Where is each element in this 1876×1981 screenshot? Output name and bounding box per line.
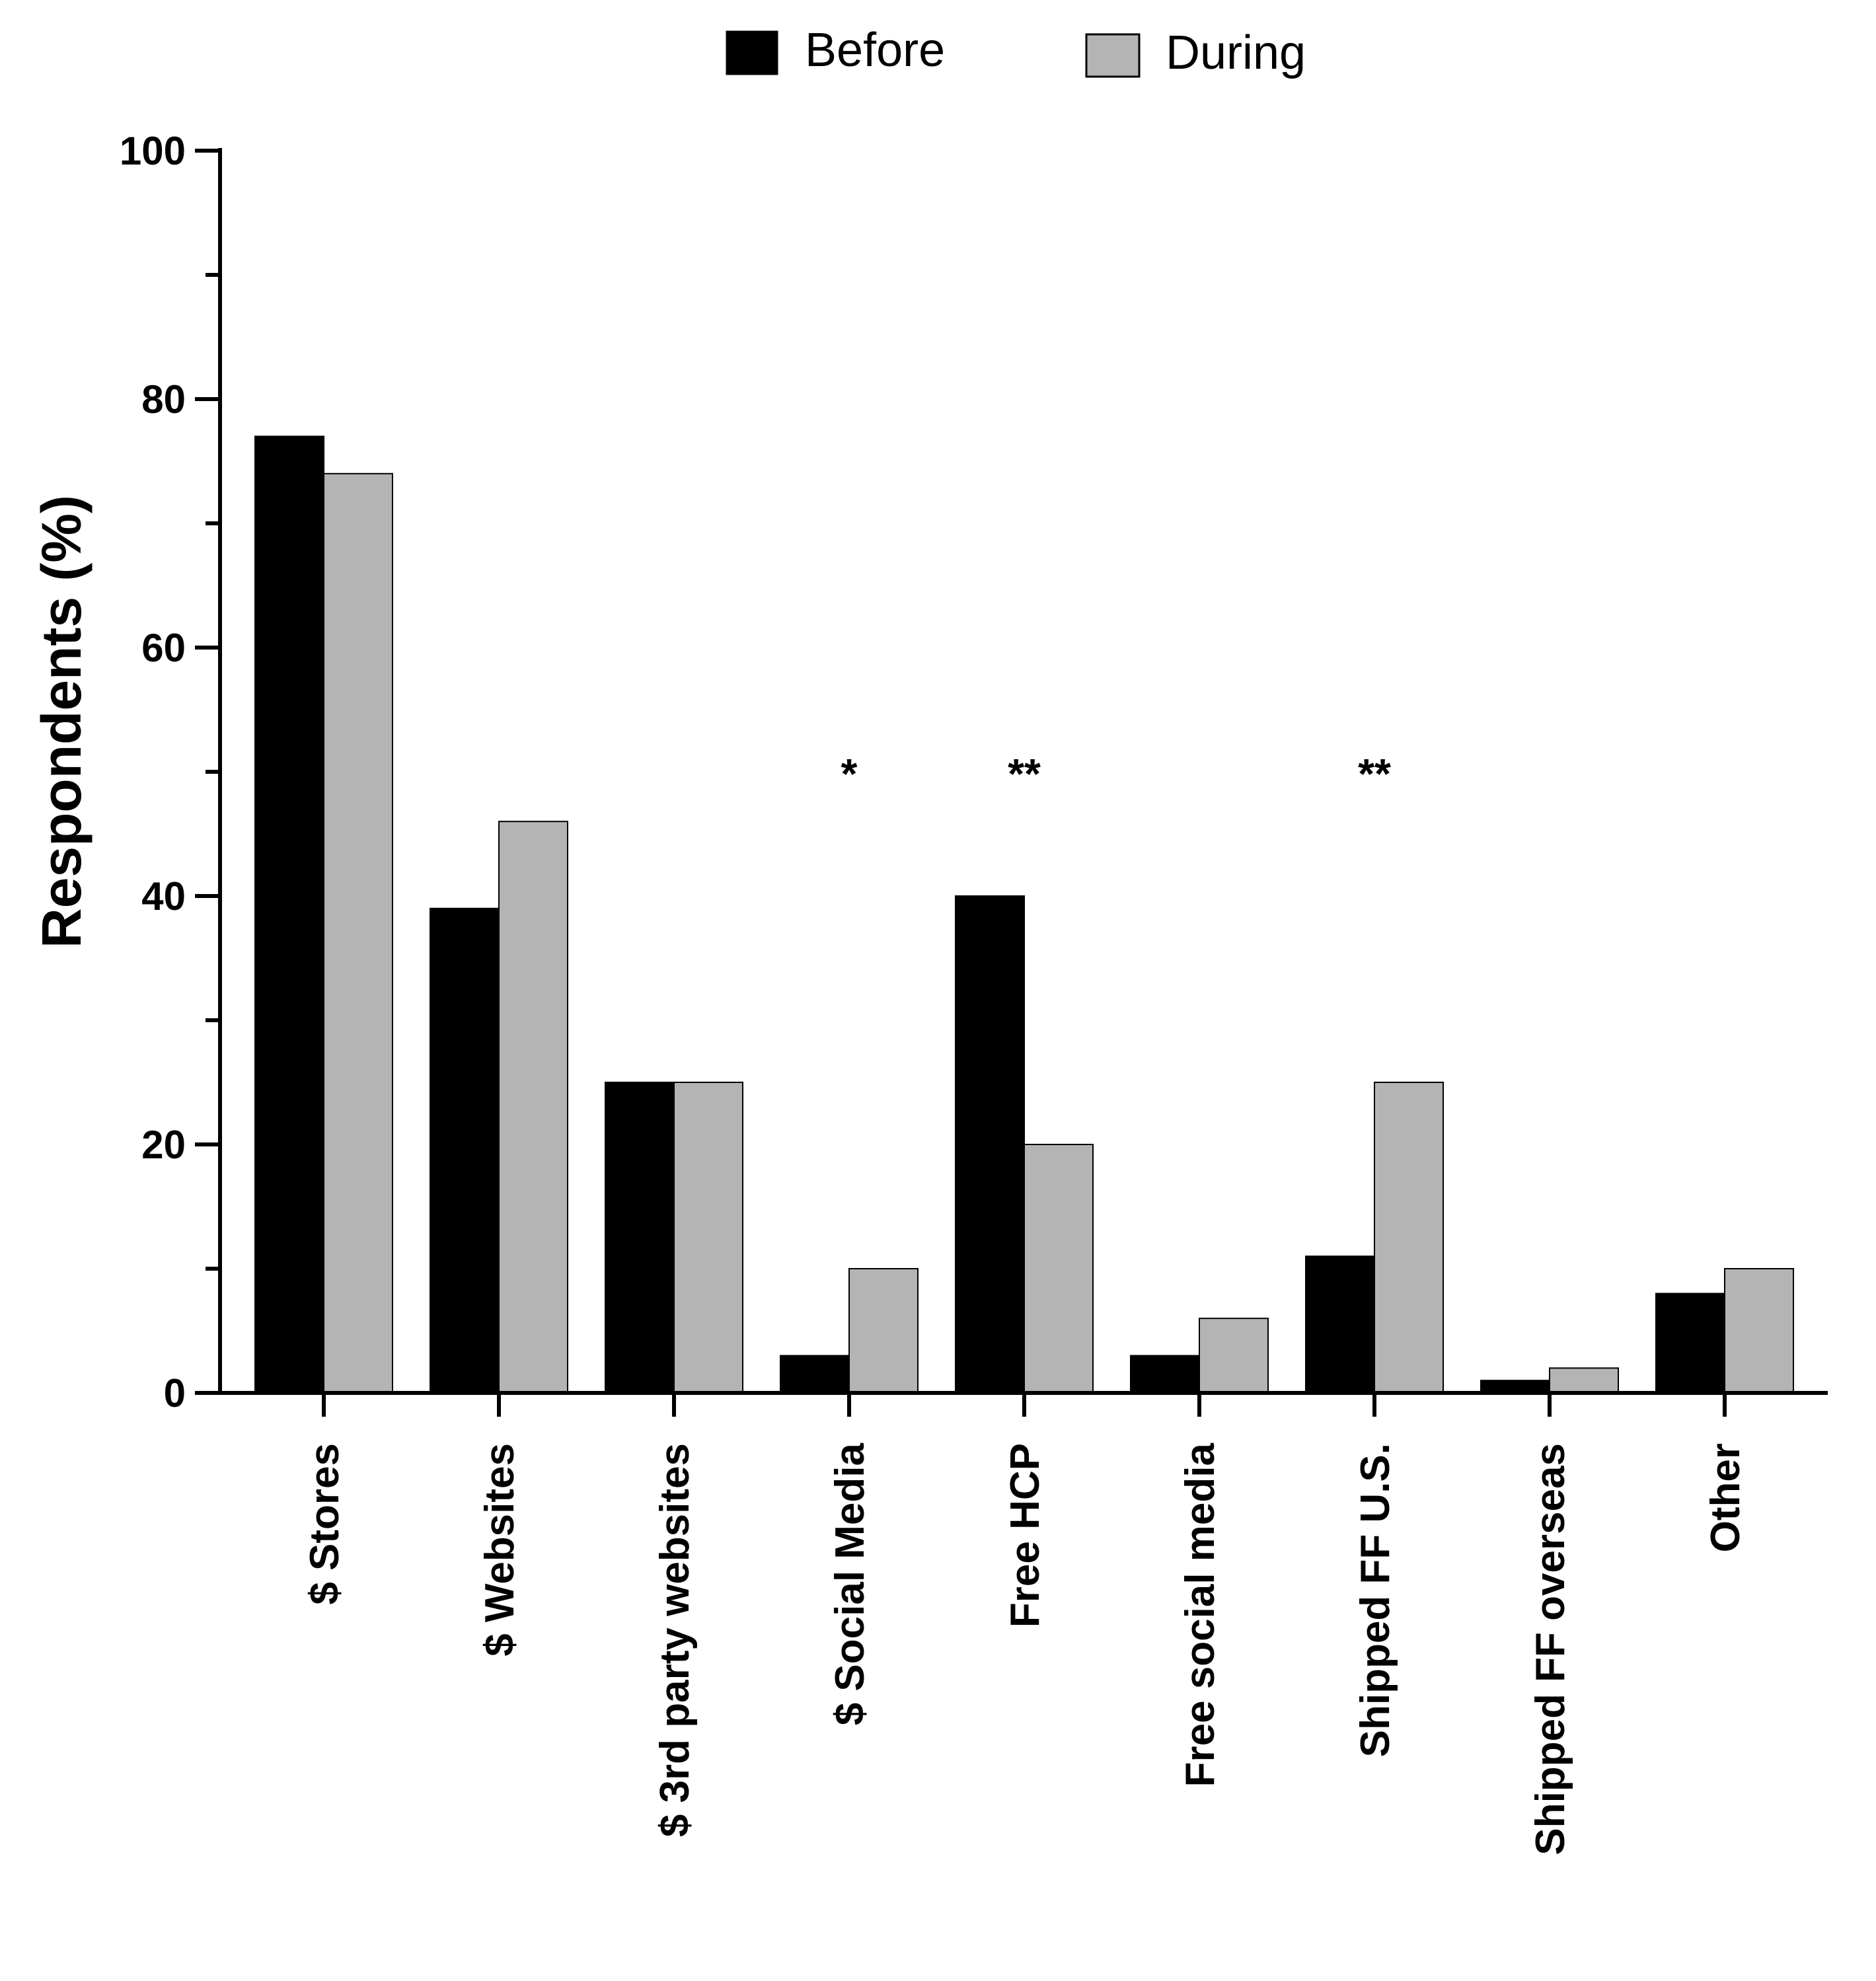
bar-during-shipped-ff-overseas [1549,1367,1619,1394]
category-label-shipped-ff-u-s: Shipped FF U.S. [1353,1443,1398,1757]
bar-before-social-media [780,1355,850,1394]
category-label-free-hcp: Free HCP [1002,1443,1048,1627]
bar-during-stores [323,472,393,1394]
category-label-other: Other [1703,1443,1748,1552]
bar-during-websites [498,821,568,1394]
bar-during-free-social-media [1199,1318,1269,1394]
bar-during-3rd-party-websites [673,1082,743,1394]
significance-marker-free-hcp: ** [1008,750,1041,798]
y-tick-label: 20 [141,1123,186,1167]
category-label-websites: $ Websites [477,1443,523,1657]
significance-marker-social-media: * [841,750,858,798]
bar-before-websites [430,907,500,1394]
bar-before-shipped-ff-u-s [1305,1255,1375,1394]
bar-during-free-hcp [1024,1144,1094,1394]
bar-before-free-social-media [1130,1355,1200,1394]
legend-label-during: During [1166,26,1306,79]
category-label-3rd-party-websites: $ 3rd party websites [652,1443,698,1837]
y-tick-label: 0 [164,1371,186,1415]
bar-before-3rd-party-websites [605,1082,675,1394]
category-label-social-media: $ Social Media [827,1442,873,1725]
bar-during-social-media [848,1268,919,1394]
significance-marker-shipped-ff-u-s: ** [1358,750,1391,798]
legend-swatch-before [726,30,778,75]
bar-before-free-hcp [955,895,1025,1394]
bar-before-stores [254,435,324,1394]
legend-swatch-during [1085,33,1141,78]
y-tick-label: 40 [141,874,186,918]
y-tick-label: 100 [120,129,186,173]
y-tick-label: 80 [141,377,186,422]
plot-area: 0 20 40 60 80 100 $ Stores $ Websites $ 3rd par… [120,129,1828,1855]
y-axis-label: Respondents (%) [30,495,93,948]
bar-during-other [1724,1268,1794,1394]
y-tick-label: 60 [141,626,186,670]
legend: Before During [726,24,1306,79]
legend-label-before: Before [805,24,945,77]
category-label-shipped-ff-overseas: Shipped FF overseas [1528,1443,1573,1855]
category-label-free-social-media: Free social media [1178,1442,1223,1787]
category-label-stores: $ Stores [302,1443,348,1605]
bar-before-other [1655,1292,1725,1394]
bar-during-shipped-ff-u-s [1374,1082,1444,1394]
